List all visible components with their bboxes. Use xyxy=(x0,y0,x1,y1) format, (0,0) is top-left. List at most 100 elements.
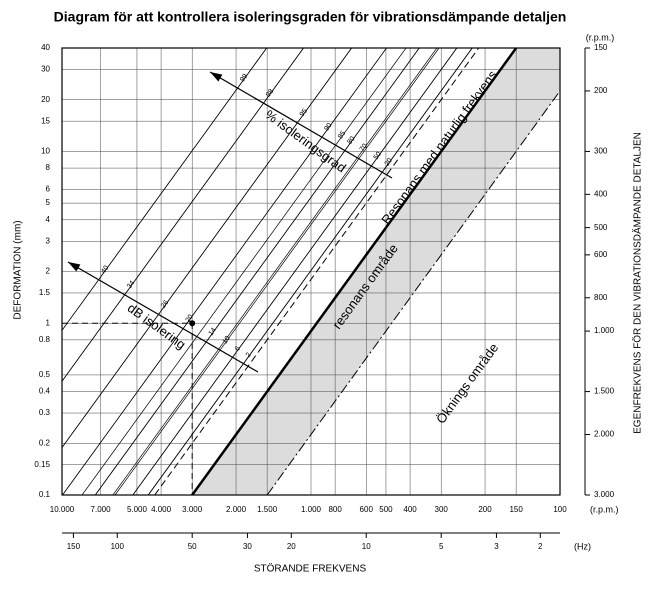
arrow xyxy=(67,261,259,373)
y-tick-label: 5 xyxy=(46,198,51,207)
plot-layer xyxy=(62,48,560,495)
isolation-percent-tick: 90 xyxy=(323,122,333,133)
isolation-percent-label: % isoleringsgrad xyxy=(262,107,349,176)
x-tick-label: 300 xyxy=(435,505,449,514)
y-tick-label: 0.4 xyxy=(39,387,51,396)
isolation-db-line xyxy=(62,48,267,331)
x-tick-label: 7.000 xyxy=(91,505,112,514)
y2-tick-label: 300 xyxy=(594,147,608,156)
y2-tick-label: 400 xyxy=(594,189,608,198)
isolation-db-line xyxy=(94,48,420,495)
x-axis-label: STÖRANDE FREKVENS xyxy=(254,563,367,575)
y-tick-label: 10 xyxy=(41,147,50,156)
annotation: Öknings område xyxy=(433,340,501,426)
y-tick-label: 0.3 xyxy=(39,408,51,417)
y-tick-label: 40 xyxy=(41,43,50,52)
x-tick-label: 200 xyxy=(478,505,492,514)
y-tick-label: 6 xyxy=(46,185,51,194)
y-tick-label: 1.5 xyxy=(39,288,51,297)
y2-tick-label: 600 xyxy=(594,250,608,259)
x-tick-label: 500 xyxy=(379,505,393,514)
x-tick-label: 2.000 xyxy=(226,505,247,514)
isolation-db-tick: 40 xyxy=(100,265,110,276)
isolation-db-line xyxy=(62,48,304,382)
y2-unit: (r.p.m.) xyxy=(586,32,615,42)
y2-tick-label: 3.000 xyxy=(594,490,615,499)
x-tick-label: 4.000 xyxy=(151,505,172,514)
y-tick-label: 30 xyxy=(41,65,50,74)
y-tick-label: 0.2 xyxy=(39,438,51,447)
isolation-db-tick: 20 xyxy=(185,313,195,324)
y2-tick-label: 1.500 xyxy=(594,387,615,396)
y-tick-label: 0.8 xyxy=(39,335,51,344)
x-tick-label: 1.000 xyxy=(301,505,322,514)
y-tick-label: 15 xyxy=(41,116,50,125)
x2-tick-label: 50 xyxy=(188,542,197,551)
resonance-line xyxy=(191,48,518,495)
isolation-db-line xyxy=(132,48,458,495)
isolation-db-tick: 26 xyxy=(160,299,170,310)
x2-tick-label: 3 xyxy=(494,542,499,551)
x-unit: (r.p.m.) xyxy=(590,504,619,514)
isolation-percent-tick: 70 xyxy=(359,143,369,154)
x-tick-label: 10.000 xyxy=(50,505,75,514)
y-tick-label: 2 xyxy=(46,267,51,276)
x-tick-label: 600 xyxy=(360,505,374,514)
x-tick-label: 1.500 xyxy=(257,505,278,514)
y-tick-label: 0.15 xyxy=(34,460,50,469)
x2-unit: (Hz) xyxy=(574,541,591,551)
y2-tick-label: 1.000 xyxy=(594,326,615,335)
isolation-db-tick: 2 xyxy=(245,351,253,358)
y2-tick-label: 150 xyxy=(594,43,608,52)
arrow xyxy=(209,71,393,179)
x-tick-label: 3.000 xyxy=(182,505,203,514)
amplification-limit xyxy=(266,90,560,495)
y-tick-label: 0.5 xyxy=(39,370,51,379)
arrow-head xyxy=(210,72,223,82)
isolation-db-tick: 10 xyxy=(222,335,232,346)
y-axis-label: DEFORMATION (mm) xyxy=(13,220,24,319)
isolation-line xyxy=(112,48,438,495)
isolation-percent-tick: 99 xyxy=(239,73,249,84)
x-tick-label: 150 xyxy=(509,505,523,514)
isolation-db-tick: 14 xyxy=(208,327,218,338)
isolation-percent-tick: 98 xyxy=(265,88,275,99)
plot-frame xyxy=(61,47,561,496)
y-tick-label: 4 xyxy=(46,215,51,224)
isolation-percent-tick: 20 xyxy=(384,157,394,168)
y2-tick-label: 2.000 xyxy=(594,430,615,439)
y2-tick-label: 500 xyxy=(594,223,608,232)
y-tick-label: 3 xyxy=(46,236,51,245)
x2-tick-label: 150 xyxy=(67,542,81,551)
zero-isolation-line xyxy=(154,48,480,495)
isolation-percent-tick: 95 xyxy=(299,108,309,119)
example-point xyxy=(189,320,196,327)
chart-title: Diagram för att kontrollera isoleringsgr… xyxy=(54,9,567,25)
y-tick-label: 1 xyxy=(46,318,51,327)
isolation-db-line xyxy=(62,48,387,495)
isolation-db-line xyxy=(147,48,473,495)
x2-tick-label: 2 xyxy=(538,542,543,551)
isolation-line xyxy=(81,48,407,495)
arrow-head xyxy=(68,262,81,272)
y-tick-label: 8 xyxy=(46,163,51,172)
x-tick-label: 800 xyxy=(328,505,342,514)
x-tick-label: 100 xyxy=(553,505,567,514)
isolation-percent-tick: 50 xyxy=(373,151,383,162)
y2-axis-label: EGENFREKVENS FÖR DEN VIBRATIONSDÄMPANDE … xyxy=(632,132,644,434)
isolation-db-tick: 34 xyxy=(126,280,136,291)
y2-tick-label: 800 xyxy=(594,293,608,302)
y-tick-label: 0.1 xyxy=(39,490,51,499)
x2-tick-label: 10 xyxy=(362,542,371,551)
y-tick-label: 20 xyxy=(41,95,50,104)
x-tick-label: 5.000 xyxy=(127,505,148,514)
isolation-percent-tick: 85 xyxy=(337,130,347,141)
x-tick-label: 400 xyxy=(403,505,417,514)
isolation-percent-tick: 80 xyxy=(346,135,356,146)
isolation-db-line xyxy=(114,48,440,495)
isolation-db-tick: 6 xyxy=(234,345,242,352)
x2-tick-label: 30 xyxy=(243,542,252,551)
x2-tick-label: 100 xyxy=(111,542,125,551)
x2-tick-label: 20 xyxy=(287,542,296,551)
